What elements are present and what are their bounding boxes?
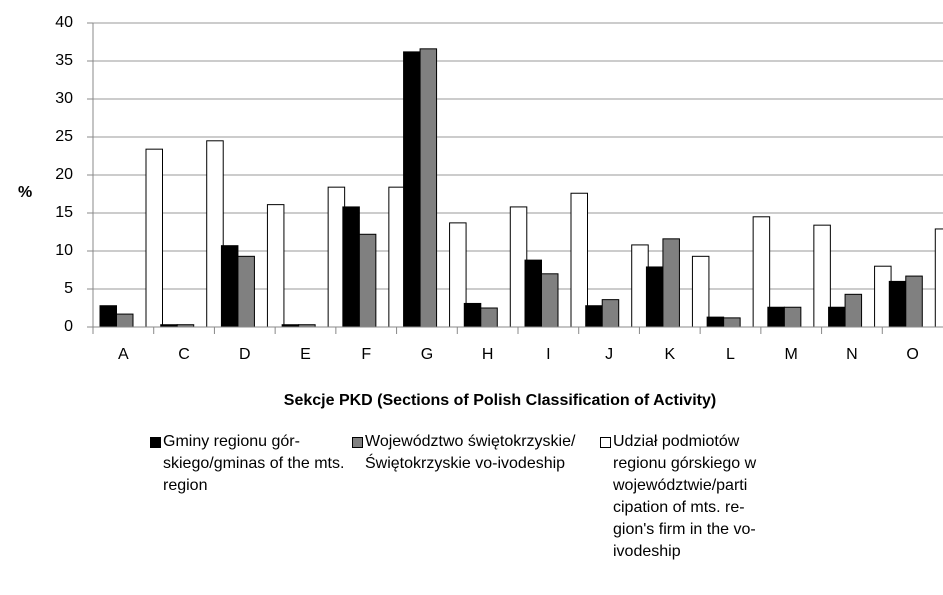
bar: [844, 293, 863, 328]
y-tick-label: 25: [55, 128, 73, 145]
bar: [783, 306, 802, 328]
y-tick-label: 0: [64, 318, 73, 335]
legend-swatch: [352, 437, 363, 448]
x-tick-label: O: [906, 346, 918, 363]
bar: [934, 228, 943, 328]
bar: [874, 265, 892, 328]
bar: [570, 192, 588, 328]
bar: [645, 266, 664, 328]
y-tick-label: 35: [55, 52, 73, 69]
x-tick-label: I: [546, 346, 550, 363]
bar: [767, 306, 785, 328]
bar: [358, 233, 377, 328]
bar: [206, 140, 224, 328]
x-tick-label: G: [421, 346, 433, 363]
bar: [266, 204, 285, 328]
bar: [662, 238, 680, 328]
y-tick-label: 40: [55, 14, 73, 31]
bar: [449, 222, 467, 328]
bar: [585, 305, 603, 328]
y-tick-label: 10: [55, 242, 73, 259]
y-tick-label: 5: [64, 280, 73, 297]
bar: [723, 317, 741, 328]
legend-label: Udział podmiotów regionu górskiego w woj…: [613, 433, 757, 560]
bar: [888, 280, 907, 328]
legend-label: Województwo świętokrzyskie/ Świętokrzysk…: [365, 433, 576, 472]
x-axis-label: Sekcje PKD (Sections of Polish Classific…: [284, 392, 716, 409]
bar: [327, 186, 346, 328]
x-tick-label: L: [726, 346, 735, 363]
x-tick-label: K: [664, 346, 675, 363]
bar: [691, 255, 710, 328]
bar: [601, 299, 620, 328]
y-axis-label: %: [18, 184, 32, 201]
y-tick-label: 15: [55, 204, 73, 221]
legend-swatch: [600, 437, 611, 448]
x-tick-label: M: [785, 346, 798, 363]
bar: [828, 306, 846, 328]
x-tick-label: H: [482, 346, 494, 363]
bar: [99, 305, 117, 328]
bar: [905, 275, 923, 328]
bar: [342, 206, 360, 328]
y-tick-label: 20: [55, 166, 73, 183]
bar: [752, 216, 771, 328]
bar: [403, 51, 421, 328]
x-tick-label: J: [605, 346, 613, 363]
bar: [463, 302, 482, 328]
y-tick-label: 30: [55, 90, 73, 107]
x-tick-label: D: [239, 346, 251, 363]
bar: [631, 244, 649, 328]
x-tick-label: C: [178, 346, 190, 363]
x-tick-label: A: [118, 346, 129, 363]
bar: [706, 316, 725, 328]
bar: [116, 313, 134, 328]
x-tick-label: N: [846, 346, 858, 363]
bar: [541, 273, 559, 328]
x-tick-label: F: [361, 346, 371, 363]
bar: [480, 307, 498, 328]
bar: [509, 206, 528, 328]
bar: [419, 48, 438, 328]
bar: [813, 224, 831, 328]
legend-label: Gminy regionu gór-skiego/gminas of the m…: [163, 433, 345, 494]
bar: [220, 245, 239, 328]
bar: [388, 186, 406, 328]
legend-swatch: [150, 437, 161, 448]
x-tick-label: E: [300, 346, 311, 363]
bar: [237, 255, 255, 328]
bar: [524, 259, 542, 328]
bar: [145, 148, 163, 328]
